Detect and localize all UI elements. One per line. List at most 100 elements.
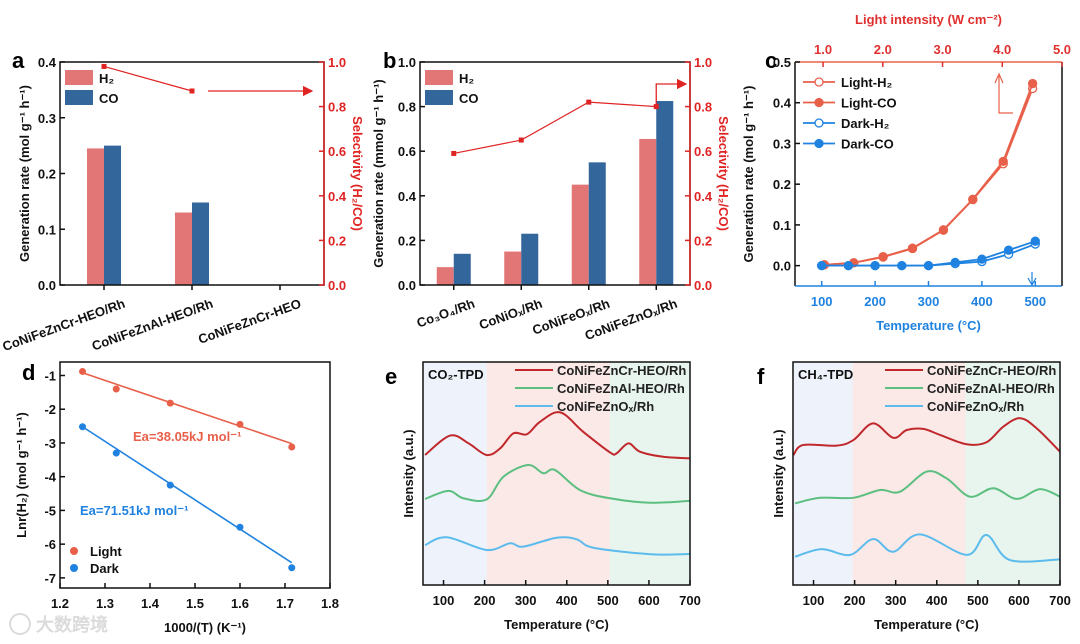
panel-letter: b (383, 48, 396, 73)
y-tick-label: 0.0 (398, 278, 416, 293)
panel-letter: c (765, 48, 777, 73)
data-point (968, 194, 978, 204)
selectivity-point (101, 63, 107, 69)
y-tick-label: 0.0 (694, 278, 712, 293)
y-axis-label: Generation rate (mol g⁻¹ h⁻¹) (17, 85, 32, 262)
y-tick-label: 0.0 (38, 278, 56, 293)
data-point (79, 367, 86, 375)
x-tick-label: 1.2 (51, 596, 69, 611)
data-point (817, 260, 827, 271)
x-tick-label: 200 (864, 294, 886, 309)
legend-label: Dark-H₂ (841, 116, 890, 131)
legend-label: CO (99, 91, 119, 106)
data-point (166, 481, 174, 489)
panel-title: CH₄-TPD (798, 367, 853, 382)
legend-label: CoNiFeZnAl-HEO/Rh (557, 381, 685, 396)
tpd-curve (792, 417, 1061, 456)
data-point (112, 385, 120, 393)
data-point (878, 252, 888, 262)
data-point (923, 260, 934, 271)
y2-axis-label: Selectivity (H₂/CO) (716, 116, 731, 231)
y-tick-label: 1.0 (694, 55, 712, 70)
x-tick-label: 3.0 (933, 42, 951, 57)
y-tick-label: 0.6 (694, 144, 712, 159)
x-tick-label: 200 (844, 593, 866, 608)
legend-label: Dark-CO (841, 137, 894, 152)
legend-label: CoNiFeZnCr-HEO/Rh (927, 363, 1056, 378)
legend-swatch-h2 (425, 70, 453, 85)
data-point (288, 443, 296, 451)
data-point (112, 449, 120, 457)
data-point (870, 260, 880, 271)
x-tick-label: 600 (1008, 593, 1030, 608)
panel-a: aCoNiFeZnCr-HEO/RhCoNiFeZnAl-HEO/RhCoNiF… (0, 48, 365, 354)
x-tick-label: 1.6 (231, 596, 249, 611)
legend-label: CoNiFeZnOₓ/Rh (927, 399, 1024, 414)
y-tick-label: 0.8 (328, 100, 346, 115)
x-tick-label: 1.8 (321, 596, 339, 611)
y-tick-label: 0.6 (328, 144, 346, 159)
data-point (166, 399, 174, 407)
legend-swatch-h2 (65, 70, 93, 85)
bar-co (192, 202, 209, 285)
data-point (907, 243, 918, 253)
x-tick-label: 1.5 (186, 596, 204, 611)
y-tick-label: 0.2 (398, 233, 416, 248)
region-pink (852, 362, 966, 585)
y-tick-label: 0.6 (398, 144, 416, 159)
y-tick-label: 0.0 (328, 278, 346, 293)
data-point (1003, 245, 1014, 255)
plot-frame (422, 361, 691, 586)
bar-h2 (175, 212, 192, 285)
y-tick-label: 0.4 (38, 55, 57, 70)
legend-label: CoNiFeZnOₓ/Rh (557, 399, 654, 414)
data-point (950, 257, 960, 268)
tpd-curve (424, 411, 691, 460)
x-tick-label: 1.7 (276, 596, 294, 611)
tpd-curve (794, 470, 1061, 505)
selectivity-point (451, 150, 457, 156)
legend-label: CoNiFeZnAl-HEO/Rh (927, 381, 1055, 396)
x-axis-label: Temperature (°C) (874, 617, 979, 632)
x-tick-label: 4.0 (993, 42, 1011, 57)
y-axis-label: Intensity (a.u.) (401, 429, 416, 517)
x-tick-label: 500 (1024, 294, 1046, 309)
selectivity-point (189, 88, 195, 94)
x-tick-label: 300 (918, 294, 940, 309)
legend-label: Light-CO (841, 96, 897, 111)
y-axis-label: Intensity (a.u.) (771, 429, 786, 517)
x-tick-label: 300 (515, 593, 537, 608)
x-axis-label: Temperature (°C) (876, 318, 981, 333)
y-tick-label: 0.5 (773, 55, 791, 70)
tpd-curve (794, 533, 1061, 563)
x-tick-label: 200 (474, 593, 496, 608)
panel-d: d Ea=38.05kJ mol⁻¹ Light Ea=71.51kJ mol⁻¹ Da… (14, 360, 339, 635)
arrow-icon (994, 72, 1013, 114)
y-tick-label: 0.2 (773, 177, 791, 192)
x-tick-label: 1.4 (141, 596, 160, 611)
selectivity-point (586, 99, 592, 105)
x-tick-label: 100 (433, 593, 455, 608)
watermark-logo: 大数跨境 (9, 613, 108, 635)
y-tick-label: -4 (44, 470, 56, 485)
y-axis-label: Generation rate (mmol g⁻¹ h⁻¹) (371, 79, 386, 268)
panel-letter: e (385, 364, 397, 389)
y-tick-label: -6 (44, 537, 56, 552)
data-point (843, 260, 854, 271)
legend-label: Light (90, 544, 122, 559)
x-tick-label: 5.0 (1053, 42, 1071, 57)
x-tick-label: 400 (926, 593, 948, 608)
x-axis-label: 1000/(T) (K⁻¹) (164, 620, 246, 635)
x-tick-label: 2.0 (874, 42, 892, 57)
y-tick-label: 1.0 (328, 55, 346, 70)
activation-energy-label: Ea=71.51kJ mol⁻¹ (80, 503, 188, 518)
y-tick-label: 0.3 (38, 111, 56, 126)
y-tick-label: -2 (44, 402, 56, 417)
panel-e: e CoNiFeZnCr-HEO/Rh CoNiFeZnAl-HEO/Rh CoNiF… (385, 361, 701, 632)
panel-letter: d (22, 360, 35, 385)
legend-label: CoNiFeZnCr-HEO/Rh (557, 363, 686, 378)
y-tick-label: 0.8 (694, 100, 712, 115)
data-point (1030, 236, 1040, 246)
fit-line (82, 372, 293, 445)
